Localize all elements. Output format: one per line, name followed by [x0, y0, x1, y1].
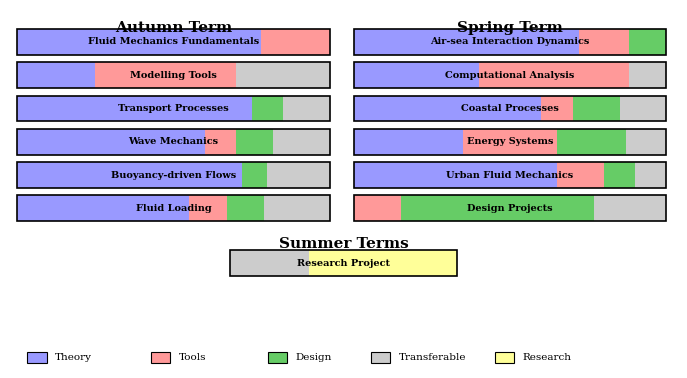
- Bar: [17, 162, 330, 188]
- Bar: [17, 96, 251, 121]
- Bar: [261, 29, 330, 55]
- Bar: [189, 195, 227, 221]
- Bar: [283, 96, 330, 121]
- Text: Computational Analysis: Computational Analysis: [445, 71, 575, 80]
- Text: Research: Research: [522, 353, 571, 362]
- Text: Fluid Loading: Fluid Loading: [135, 204, 212, 213]
- Bar: [236, 62, 330, 88]
- Bar: [17, 129, 330, 155]
- Bar: [354, 62, 666, 88]
- Bar: [354, 129, 666, 155]
- Bar: [17, 29, 330, 55]
- Bar: [17, 195, 189, 221]
- Bar: [354, 29, 666, 55]
- Bar: [236, 129, 273, 155]
- Bar: [354, 195, 401, 221]
- Bar: [17, 62, 330, 88]
- Bar: [17, 195, 330, 221]
- Bar: [17, 162, 243, 188]
- Text: Autumn Term: Autumn Term: [115, 21, 232, 36]
- Bar: [243, 162, 267, 188]
- Text: Urban Fluid Mechanics: Urban Fluid Mechanics: [447, 170, 574, 180]
- Text: Transport Processes: Transport Processes: [118, 104, 229, 113]
- Bar: [354, 162, 557, 188]
- Bar: [557, 162, 604, 188]
- Bar: [264, 195, 330, 221]
- Text: Summer Terms: Summer Terms: [279, 237, 408, 251]
- Text: Modelling Tools: Modelling Tools: [130, 71, 217, 80]
- Bar: [273, 129, 330, 155]
- Bar: [557, 129, 626, 155]
- Bar: [629, 29, 666, 55]
- Bar: [151, 352, 170, 363]
- Bar: [635, 162, 666, 188]
- Text: Buoyancy-driven Flows: Buoyancy-driven Flows: [111, 170, 236, 180]
- Bar: [230, 250, 457, 276]
- Text: Fluid Mechanics Fundamentals: Fluid Mechanics Fundamentals: [88, 37, 259, 46]
- Bar: [354, 195, 666, 221]
- Bar: [17, 29, 261, 55]
- Bar: [354, 62, 479, 88]
- Text: Wave Mechanics: Wave Mechanics: [128, 137, 218, 146]
- Text: Air-sea Interaction Dynamics: Air-sea Interaction Dynamics: [431, 37, 589, 46]
- Bar: [401, 195, 594, 221]
- Bar: [354, 162, 666, 188]
- Bar: [354, 29, 579, 55]
- Text: Spring Term: Spring Term: [457, 21, 563, 36]
- Bar: [371, 352, 390, 363]
- Bar: [463, 129, 557, 155]
- Bar: [309, 250, 457, 276]
- Bar: [620, 96, 666, 121]
- Text: Tools: Tools: [179, 353, 206, 362]
- Text: Theory: Theory: [55, 353, 92, 362]
- Bar: [205, 129, 236, 155]
- Text: Coastal Processes: Coastal Processes: [461, 104, 559, 113]
- Text: Transferable: Transferable: [398, 353, 466, 362]
- Bar: [354, 96, 666, 121]
- Bar: [230, 250, 309, 276]
- Bar: [541, 96, 573, 121]
- Bar: [17, 129, 205, 155]
- Bar: [579, 29, 629, 55]
- Bar: [354, 129, 463, 155]
- Bar: [95, 62, 236, 88]
- Bar: [495, 352, 514, 363]
- Text: Research Project: Research Project: [297, 259, 390, 268]
- Bar: [479, 62, 629, 88]
- Text: Energy Systems: Energy Systems: [467, 137, 553, 146]
- Bar: [17, 96, 330, 121]
- Bar: [227, 195, 264, 221]
- Bar: [594, 195, 666, 221]
- Bar: [629, 62, 666, 88]
- Text: Design Projects: Design Projects: [467, 204, 553, 213]
- Bar: [251, 96, 283, 121]
- Bar: [17, 62, 95, 88]
- Bar: [626, 129, 666, 155]
- Bar: [354, 96, 541, 121]
- Bar: [573, 96, 620, 121]
- Bar: [604, 162, 635, 188]
- Bar: [267, 162, 330, 188]
- Text: Design: Design: [295, 353, 332, 362]
- Bar: [27, 352, 47, 363]
- Bar: [268, 352, 287, 363]
